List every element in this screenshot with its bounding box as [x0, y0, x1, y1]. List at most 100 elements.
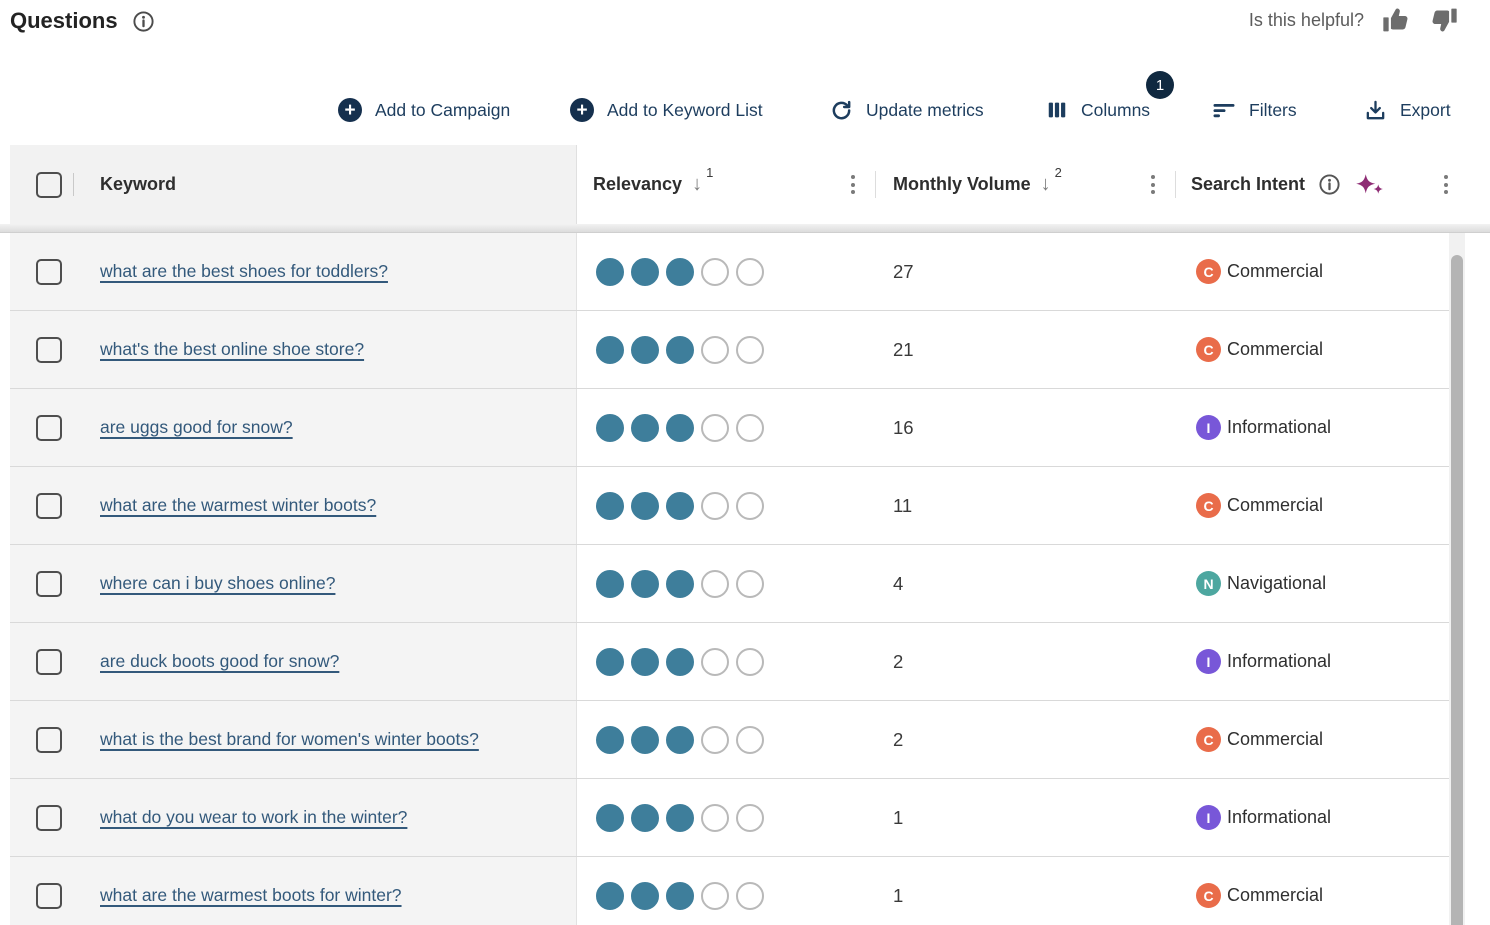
monthly-volume-cell: 11: [875, 467, 1175, 544]
relevancy-dot-empty: [736, 257, 764, 286]
filters-button[interactable]: Filters: [1212, 85, 1297, 135]
vertical-scrollbar[interactable]: [1449, 233, 1465, 925]
relevancy-dots: [596, 257, 764, 286]
questions-table: Keyword Relevancy 1 Monthly Volume 2 Sea…: [0, 145, 1490, 925]
relevancy-cell: [577, 389, 875, 466]
keyword-link[interactable]: what's the best online shoe store?: [100, 339, 365, 359]
scrollbar-thumb[interactable]: [1451, 255, 1463, 925]
relevancy-dot-filled: [596, 335, 624, 364]
row-checkbox[interactable]: [36, 414, 62, 441]
monthly-volume-cell: 4: [875, 545, 1175, 622]
table-row: are uggs good for snow? 16 I Information…: [10, 389, 1456, 467]
keyword-column-header: Keyword: [10, 145, 577, 224]
kebab-menu-icon[interactable]: [1440, 171, 1452, 198]
keyword-link[interactable]: what are the warmest winter boots?: [100, 495, 377, 515]
relevancy-cell: [577, 545, 875, 622]
search-intent-cell: C Commercial: [1175, 311, 1456, 388]
page-title: Questions: [10, 8, 118, 33]
row-checkbox[interactable]: [36, 492, 62, 519]
columns-count-badge: 1: [1146, 71, 1175, 99]
relevancy-dot-filled: [631, 725, 659, 754]
relevancy-dot-filled: [631, 413, 659, 442]
intent-label: Informational: [1227, 651, 1332, 671]
relevancy-column-header[interactable]: Relevancy 1: [577, 145, 875, 224]
select-all-checkbox[interactable]: [36, 171, 62, 198]
columns-label: Columns: [1081, 99, 1151, 120]
search-intent-cell: C Commercial: [1175, 233, 1456, 310]
relevancy-cell: [577, 233, 875, 310]
relevancy-dot-filled: [631, 803, 659, 832]
relevancy-dots: [596, 803, 764, 832]
row-checkbox[interactable]: [36, 570, 62, 597]
intent-badge: C: [1196, 337, 1221, 362]
relevancy-dot-filled: [596, 569, 624, 598]
update-metrics-label: Update metrics: [866, 99, 984, 120]
row-checkbox[interactable]: [36, 726, 62, 753]
sort-desc-icon[interactable]: [1041, 173, 1051, 196]
keyword-link[interactable]: what are the best shoes for toddlers?: [100, 261, 388, 281]
kebab-menu-icon[interactable]: [847, 171, 859, 198]
kebab-menu-icon[interactable]: [1147, 171, 1159, 198]
keyword-cell: what do you wear to work in the winter?: [10, 779, 577, 856]
info-icon[interactable]: [132, 10, 155, 33]
relevancy-cell: [577, 857, 875, 925]
row-checkbox[interactable]: [36, 804, 62, 831]
add-to-keyword-list-button[interactable]: + Add to Keyword List: [570, 85, 763, 135]
columns-icon: [1046, 99, 1068, 121]
columns-button[interactable]: Columns 1: [1046, 71, 1175, 135]
intent-label: Informational: [1227, 417, 1332, 437]
info-icon[interactable]: [1318, 173, 1341, 196]
keyword-link[interactable]: what is the best brand for women's winte…: [100, 729, 479, 749]
row-checkbox[interactable]: [36, 258, 62, 285]
relevancy-dots: [596, 569, 764, 598]
monthly-volume-value: 11: [893, 494, 913, 516]
sort-desc-icon[interactable]: [692, 173, 702, 196]
monthly-volume-value: 1: [893, 884, 904, 906]
relevancy-header-label: Relevancy: [593, 174, 683, 194]
relevancy-dot-empty: [736, 881, 764, 910]
relevancy-sort-order: 1: [706, 165, 714, 180]
search-intent-header-label: Search Intent: [1191, 174, 1306, 194]
monthly-volume-cell: 2: [875, 701, 1175, 778]
relevancy-dot-filled: [631, 257, 659, 286]
keyword-link[interactable]: where can i buy shoes online?: [100, 573, 336, 593]
table-row: what's the best online shoe store? 21 C …: [10, 311, 1456, 389]
monthly-volume-cell: 16: [875, 389, 1175, 466]
thumbs-up-icon[interactable]: [1380, 4, 1412, 36]
add-to-campaign-button[interactable]: + Add to Campaign: [338, 85, 510, 135]
relevancy-dot-filled: [666, 257, 694, 286]
row-checkbox[interactable]: [36, 882, 62, 909]
relevancy-dot-filled: [631, 881, 659, 910]
thumbs-down-icon[interactable]: [1428, 4, 1460, 36]
relevancy-dot-filled: [596, 647, 624, 676]
relevancy-dot-filled: [666, 803, 694, 832]
keyword-link[interactable]: what are the warmest boots for winter?: [100, 885, 402, 905]
relevancy-dots: [596, 491, 764, 520]
keyword-link[interactable]: are duck boots good for snow?: [100, 651, 340, 671]
table-header-row: Keyword Relevancy 1 Monthly Volume 2 Sea…: [0, 145, 1490, 233]
intent-label: Navigational: [1227, 573, 1327, 593]
row-checkbox[interactable]: [36, 336, 62, 363]
keyword-link[interactable]: are uggs good for snow?: [100, 417, 293, 437]
search-intent-cell: C Commercial: [1175, 857, 1456, 925]
table-row: what is the best brand for women's winte…: [10, 701, 1456, 779]
row-checkbox[interactable]: [36, 648, 62, 675]
search-intent-cell: I Informational: [1175, 623, 1456, 700]
keyword-header-label: Keyword: [100, 174, 177, 194]
export-button[interactable]: Export: [1364, 85, 1451, 135]
relevancy-dot-empty: [736, 413, 764, 442]
keyword-link[interactable]: what do you wear to work in the winter?: [100, 807, 408, 827]
monthly-volume-value: 1: [893, 806, 904, 828]
search-intent-column-header: Search Intent: [1175, 145, 1456, 224]
update-metrics-button[interactable]: Update metrics: [830, 85, 984, 135]
relevancy-dot-filled: [666, 647, 694, 676]
refresh-icon: [830, 99, 853, 122]
relevancy-dots: [596, 335, 764, 364]
relevancy-dot-filled: [596, 725, 624, 754]
search-intent-cell: C Commercial: [1175, 701, 1456, 778]
intent-label: Commercial: [1227, 729, 1324, 749]
monthly-volume-column-header[interactable]: Monthly Volume 2: [875, 145, 1175, 224]
intent-badge: C: [1196, 883, 1221, 908]
monthly-volume-value: 2: [893, 650, 904, 672]
relevancy-dots: [596, 413, 764, 442]
